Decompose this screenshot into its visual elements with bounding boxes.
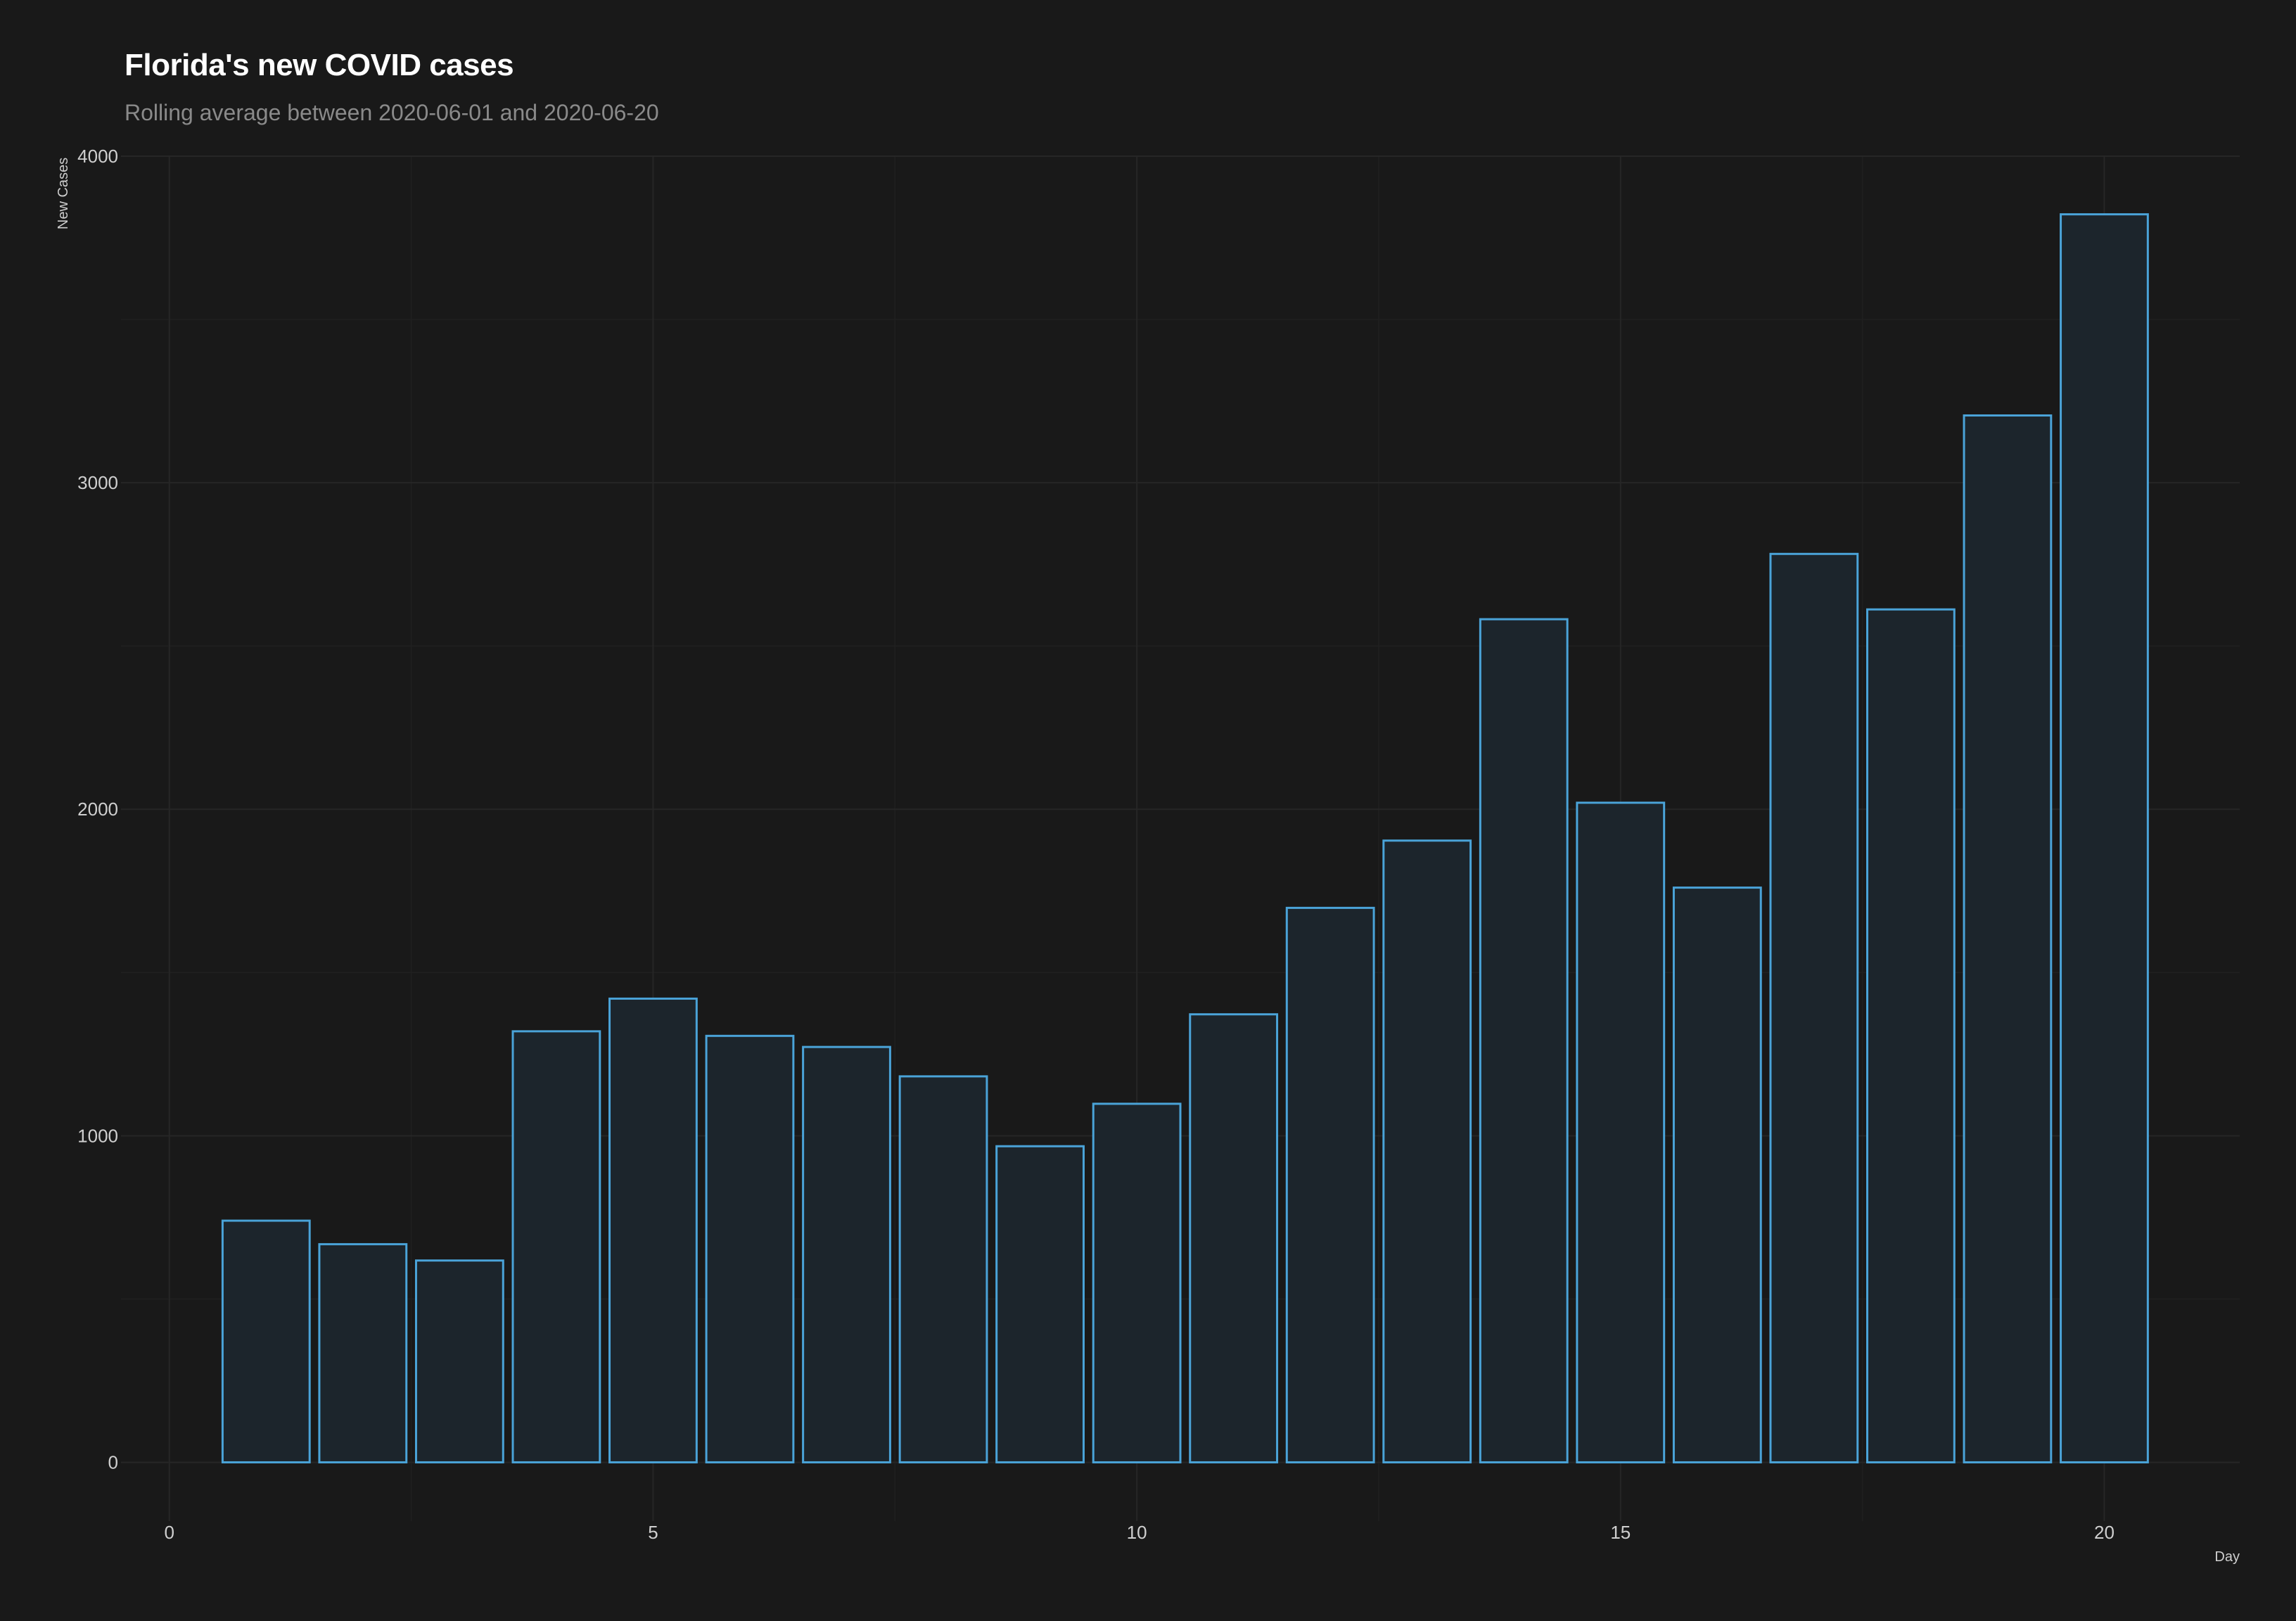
bar-day-19 [1963,414,2053,1463]
bar-day-7 [802,1045,891,1463]
bars [221,213,2149,1463]
y-tick-label: 0 [108,1451,118,1473]
x-tick-label: 15 [1610,1522,1631,1543]
x-tick-label: 10 [1127,1522,1147,1543]
bar-day-5 [608,997,698,1463]
bar-day-4 [511,1030,601,1463]
x-axis-ticks: 0 5 10 15 20 [165,1522,2115,1543]
bar-day-17 [1769,552,1859,1463]
bar-day-16 [1672,886,1762,1463]
bar-day-9 [995,1145,1085,1463]
x-axis-title: Day [2214,1549,2240,1565]
bar-day-14 [1479,618,1569,1463]
bar-day-3 [414,1259,504,1463]
bar-day-10 [1092,1102,1182,1463]
x-tick-label: 20 [2094,1522,2115,1543]
x-tick-label: 0 [165,1522,174,1543]
bar-day-13 [1382,839,1472,1463]
y-tick-label: 4000 [77,146,118,167]
bar-day-15 [1576,801,1666,1463]
y-axis-ticks: 0 1000 2000 3000 4000 [77,146,118,1473]
y-tick-label: 3000 [77,472,118,493]
bar-day-20 [2060,213,2149,1463]
chart-title: Florida's new COVID cases [125,48,514,82]
bar-day-2 [318,1242,408,1463]
bar-day-6 [705,1034,795,1463]
bar-day-11 [1189,1013,1279,1463]
bar-day-18 [1866,608,1956,1463]
y-tick-label: 1000 [77,1125,118,1146]
chart-subtitle: Rolling average between 2020-06-01 and 2… [125,100,659,125]
bar-day-12 [1285,906,1375,1463]
x-tick-label: 5 [648,1522,658,1543]
bar-day-8 [898,1075,988,1463]
y-tick-label: 2000 [77,799,118,820]
y-axis-title: New Cases [56,158,71,229]
bar-day-1 [221,1219,311,1463]
